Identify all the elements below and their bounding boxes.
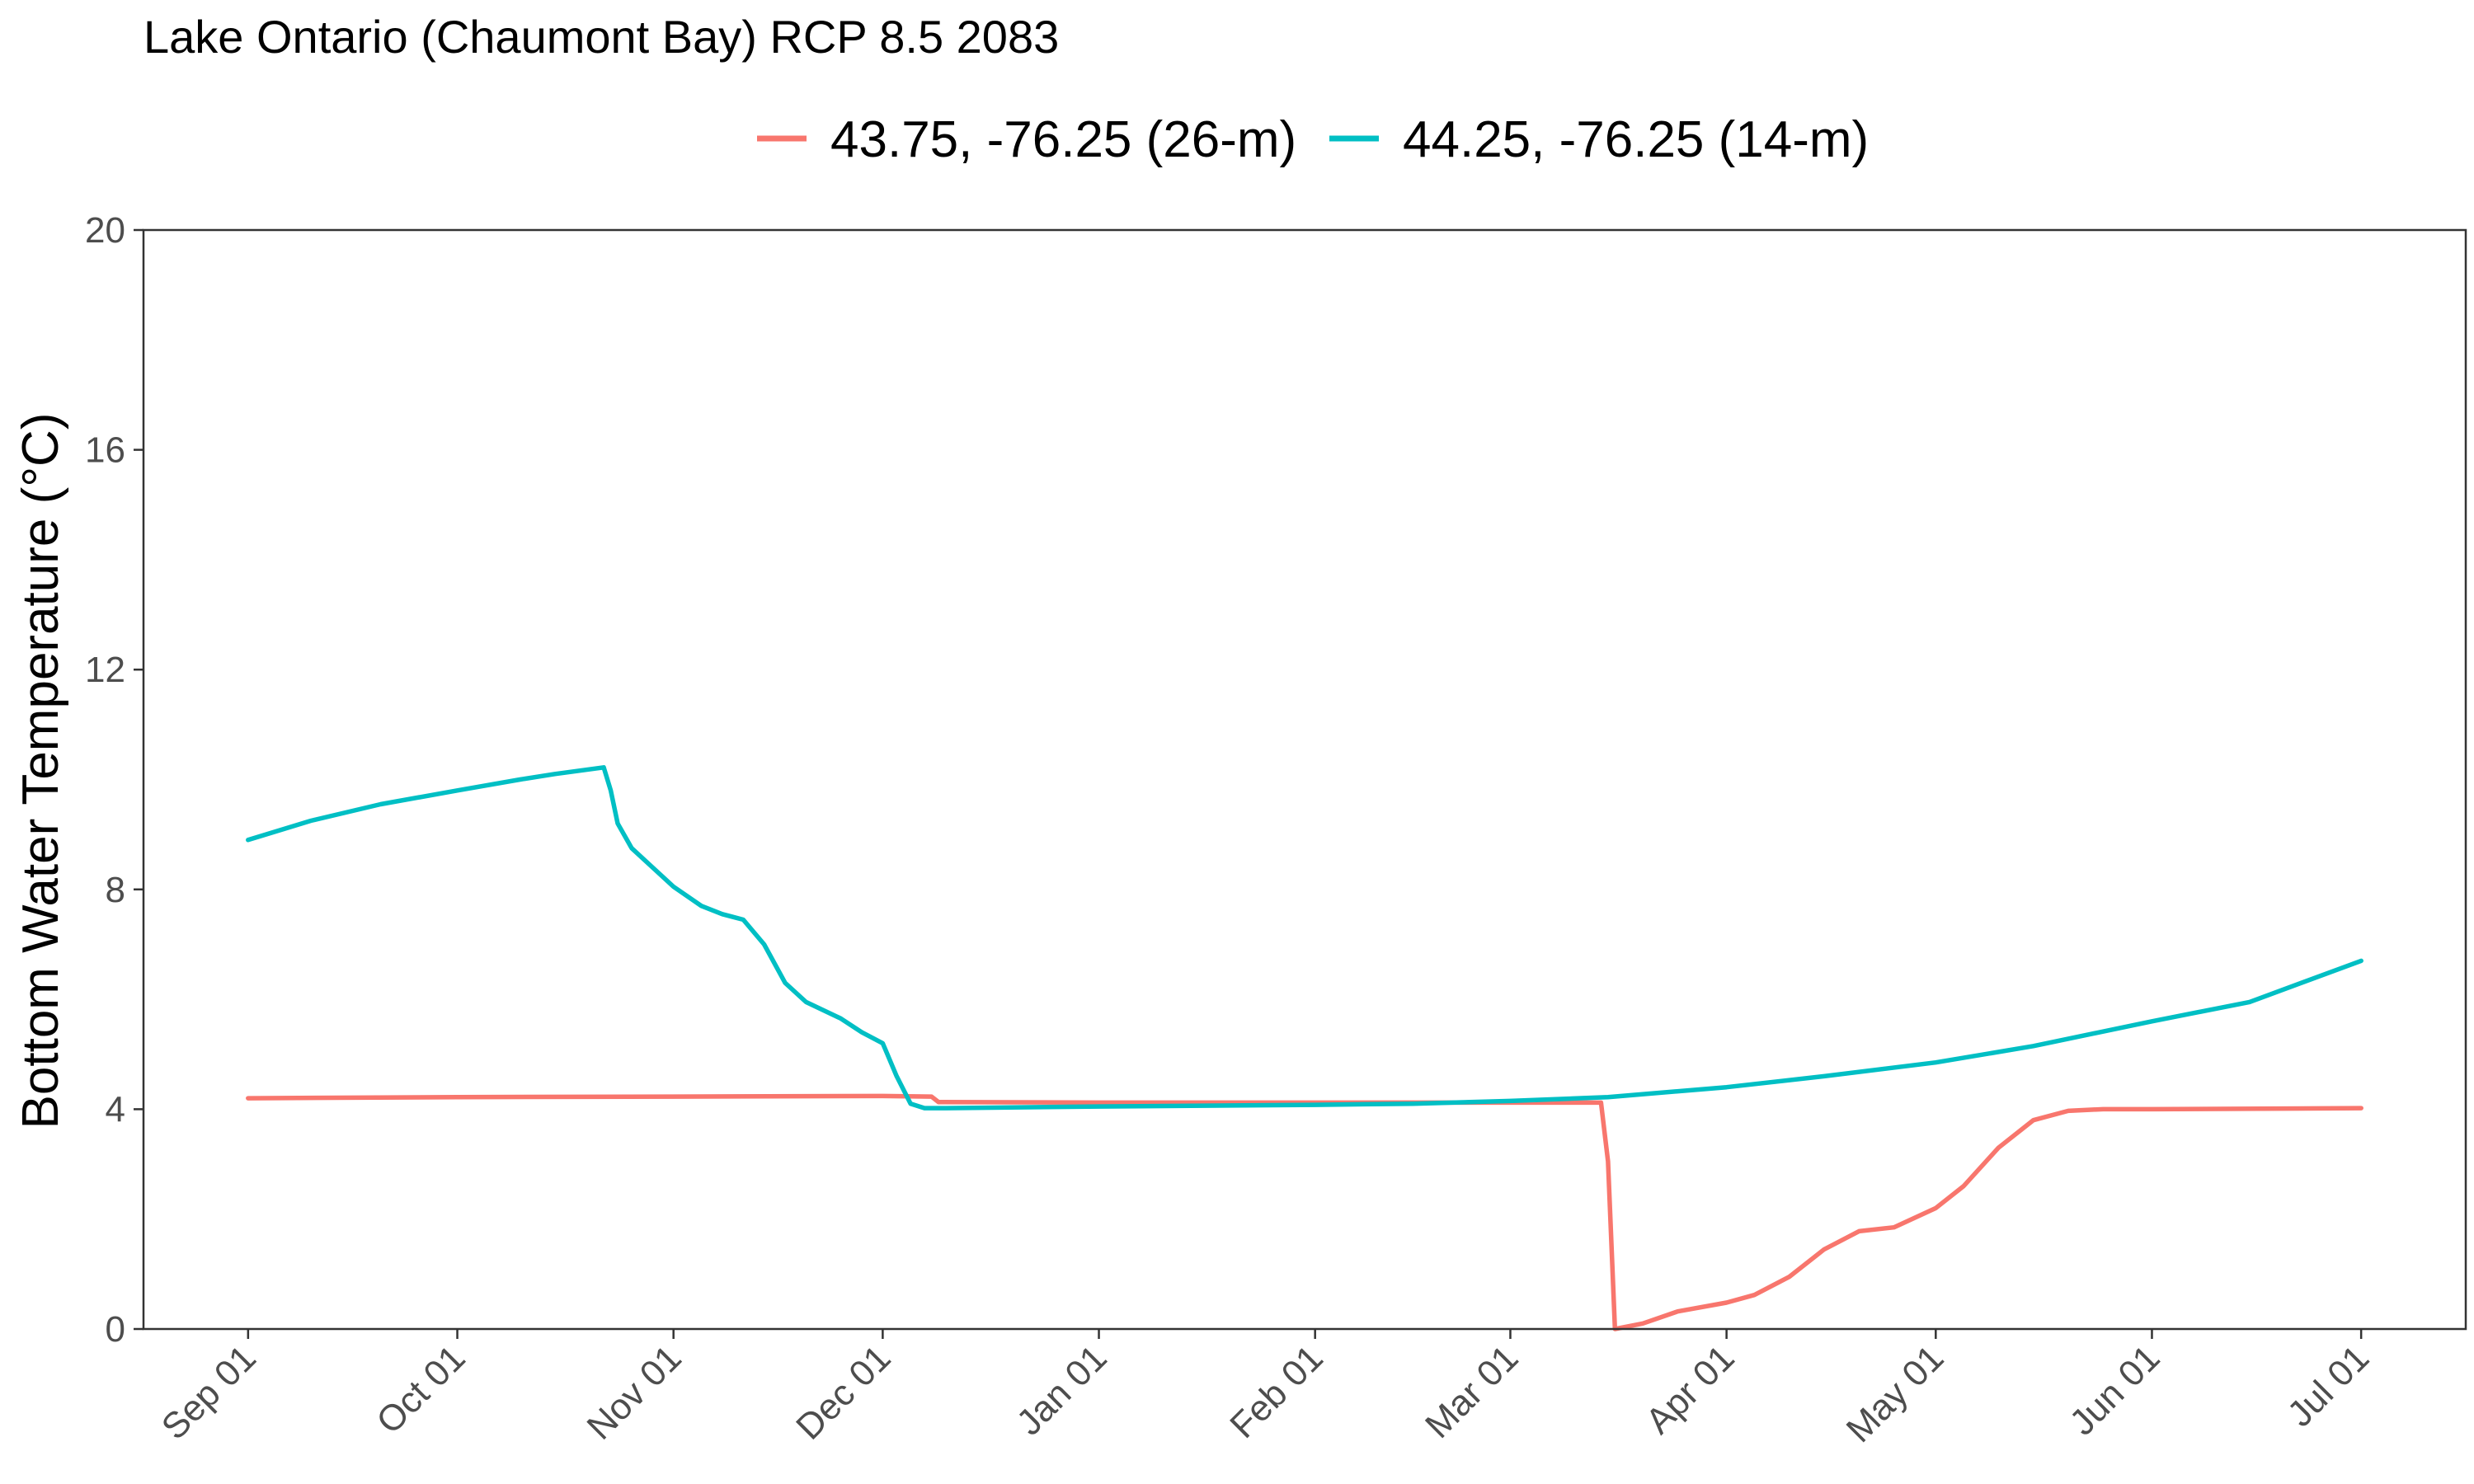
series-layer	[246, 765, 2363, 1331]
x-tick-label: May 01	[1839, 1337, 1952, 1450]
x-tick-label: Jul 01	[2280, 1337, 2378, 1435]
legend-label-series-1: 43.75, -76.25 (26-m)	[830, 111, 1296, 168]
x-tick-label: Sep 01	[154, 1337, 264, 1447]
axis-layer: 0 4 8 12 16 20 Sep 01 Oct 01 Nov 01 Dec 01 Jan 01 F…	[85, 210, 2377, 1450]
x-tick-label: Mar 01	[1418, 1337, 1526, 1445]
legend: 43.75, -76.25 (26-m) 44.25, -76.25 (14-m…	[757, 111, 1869, 168]
y-tick-label: 20	[85, 210, 125, 251]
y-tick-label: 12	[85, 650, 125, 690]
x-tick-label: Dec 01	[788, 1337, 898, 1447]
x-tick-label: Nov 01	[580, 1337, 689, 1447]
chart-title: Lake Ontario (Chaumont Bay) RCP 8.5 2083	[143, 11, 1059, 63]
series-line-1	[246, 1093, 2363, 1331]
x-tick-label: Jan 01	[1009, 1337, 1115, 1443]
plot-panel-border	[142, 228, 2467, 1331]
y-tick-label: 0	[106, 1309, 125, 1350]
legend-label-series-2: 44.25, -76.25 (14-m)	[1403, 111, 1869, 168]
y-tick-label: 4	[106, 1089, 125, 1129]
y-axis-title: Bottom Water Temperature (°C)	[12, 413, 69, 1129]
y-tick-label: 16	[85, 430, 125, 471]
x-tick-label: Apr 01	[1638, 1337, 1742, 1441]
x-tick-label: Feb 01	[1222, 1337, 1331, 1446]
y-tick-label: 8	[106, 870, 125, 910]
x-tick-label: Jun 01	[2062, 1337, 2167, 1443]
x-tick-label: Oct 01	[369, 1337, 473, 1441]
series-line-2	[246, 765, 2363, 1111]
